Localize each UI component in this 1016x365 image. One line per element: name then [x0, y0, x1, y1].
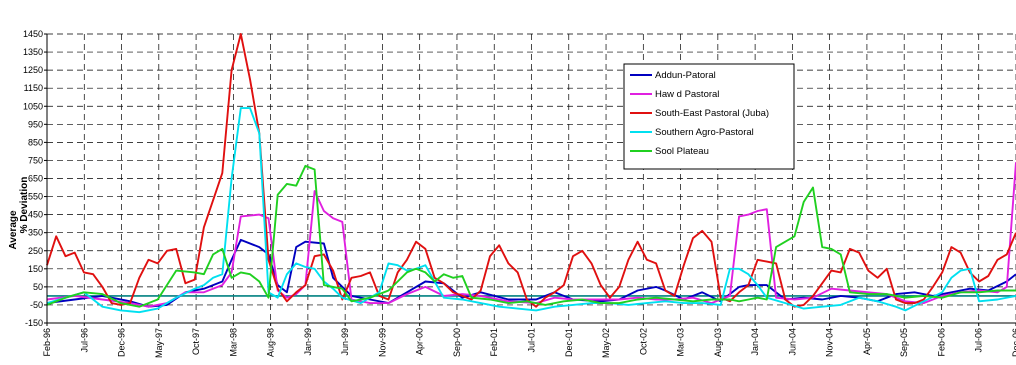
- y-tick-label-11: 950: [28, 119, 43, 129]
- y-tick-label-2: 50: [33, 282, 43, 292]
- series-line-addun-patoral: [46, 238, 1016, 308]
- legend: Addun-Patoral Haw d Pastoral South-East Pa…: [623, 63, 795, 170]
- x-tick-label-14: Dec-01: [564, 328, 574, 357]
- x-tick-label-21: Nov-04: [825, 328, 835, 357]
- x-tick-label-2: Dec-96: [117, 328, 127, 357]
- x-tick-label-7: Jan-99: [303, 328, 313, 356]
- x-tick-label-15: May-02: [601, 328, 611, 358]
- series-line-southern-agro-pastoral: [46, 107, 1016, 314]
- y-tick-label-7: 550: [28, 192, 43, 202]
- legend-label-southern-agro-pastoral: Southern Agro-Pastoral: [655, 127, 754, 138]
- x-tick-labels: Feb-96 Jul-96 Dec-96 May-97 Oct-97 Mar-98 Aug-…: [42, 328, 1016, 358]
- x-tick-label-17: Mar-03: [676, 328, 686, 357]
- x-tick-label-13: Jul-01: [527, 328, 537, 353]
- x-tick-label-16: Oct-02: [638, 328, 648, 355]
- x-tick-label-20: Jun-04: [787, 328, 797, 356]
- y-tick-label-16: 1450: [23, 29, 43, 39]
- y-tick-label-3: 150: [28, 264, 43, 274]
- x-tick-label-0: Feb-96: [42, 328, 52, 357]
- legend-box: [623, 63, 795, 170]
- x-tick-label-9: Nov-99: [377, 328, 387, 357]
- y-tick-label-12: 1050: [23, 101, 43, 111]
- y-tick-label-0: -150: [25, 318, 43, 328]
- legend-label-addun-patoral: Addun-Patoral: [655, 70, 716, 81]
- y-tick-label-8: 650: [28, 174, 43, 184]
- x-tick-label-26: Dec-06: [1011, 328, 1016, 357]
- legend-label-sool-plateau: Sool Plateau: [655, 146, 709, 157]
- x-tick-label-25: Jul-06: [974, 328, 984, 353]
- y-tick-labels: -150 -50 50 150 250 350 450 550 650 750 850 950 1050…: [23, 29, 43, 328]
- y-tick-label-4: 250: [28, 246, 43, 256]
- series-line-sool-plateau: [46, 164, 1016, 308]
- x-tick-label-19: Jan-04: [750, 328, 760, 356]
- legend-label-haw-d-pastoral: Haw d Pastoral: [655, 89, 719, 100]
- y-axis-label-line1: Average: [8, 210, 19, 250]
- x-tick-label-3: May-97: [154, 328, 164, 358]
- x-tick-label-5: Mar-98: [228, 328, 238, 357]
- y-tick-label-15: 1350: [23, 47, 43, 57]
- x-tick-label-8: Jun-99: [340, 328, 350, 356]
- series-lines: [46, 33, 1016, 314]
- axes: [44, 33, 1016, 326]
- y-tick-label-5: 350: [28, 228, 43, 238]
- x-tick-label-11: Sep-00: [452, 328, 462, 357]
- y-tick-label-9: 750: [28, 155, 43, 165]
- legend-label-south-east-pastoral-juba: South-East Pastoral (Juba): [655, 108, 769, 119]
- grid-lines: [46, 33, 1016, 324]
- x-tick-label-10: Apr-00: [415, 328, 425, 355]
- x-tick-label-6: Aug-98: [266, 328, 276, 357]
- x-tick-label-22: Apr-05: [862, 328, 872, 355]
- x-tick-label-1: Jul-96: [79, 328, 89, 353]
- x-tick-label-4: Oct-97: [191, 328, 201, 355]
- x-tick-label-12: Feb-01: [489, 328, 499, 357]
- y-tick-label-13: 1150: [24, 83, 43, 93]
- y-tick-label-6: 450: [28, 210, 43, 220]
- y-tick-label-14: 1250: [23, 65, 43, 75]
- x-tick-label-18: Aug-03: [713, 328, 723, 357]
- y-tick-label-1: -50: [30, 300, 43, 310]
- y-axis-label-line2: % Deviation: [19, 177, 30, 234]
- x-tick-label-24: Feb-06: [937, 328, 947, 357]
- x-tick-label-23: Sep-05: [899, 328, 909, 357]
- y-tick-label-10: 850: [28, 137, 43, 147]
